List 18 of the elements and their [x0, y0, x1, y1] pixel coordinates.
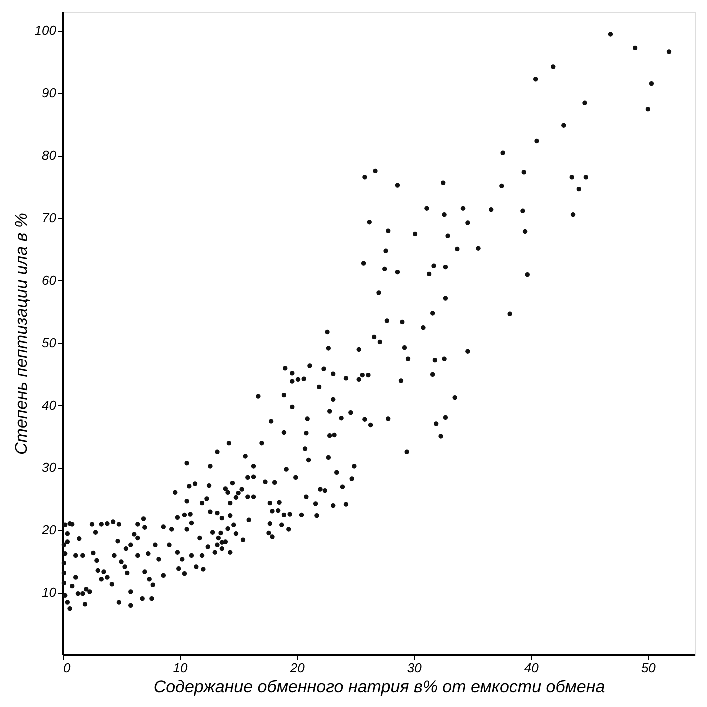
x-tick-label: 20: [289, 660, 306, 676]
x-tick-label: 40: [524, 660, 540, 676]
x-tick-label: 50: [641, 660, 657, 676]
y-tick-label: 100: [34, 23, 58, 38]
y-tick-label: 30: [42, 460, 58, 476]
y-axis-title: Степень пептизации ила в %: [12, 213, 31, 455]
y-tick-label: 60: [42, 272, 58, 288]
y-tick-label: 50: [42, 335, 58, 350]
x-tick-label: 10: [173, 660, 189, 676]
x-tick-label: 30: [407, 660, 423, 676]
x-axis-title: Содержание обменного натрия в% от емкости обмена: [154, 678, 606, 696]
y-tick-label: 80: [42, 148, 58, 164]
y-tick-label: 70: [42, 210, 58, 226]
y-tick-label: 40: [42, 398, 58, 413]
y-tick-label: 90: [42, 86, 58, 101]
x-tick-label: 0: [64, 660, 72, 676]
y-tick-label: 10: [42, 585, 58, 600]
y-tick-label: 20: [41, 522, 58, 538]
